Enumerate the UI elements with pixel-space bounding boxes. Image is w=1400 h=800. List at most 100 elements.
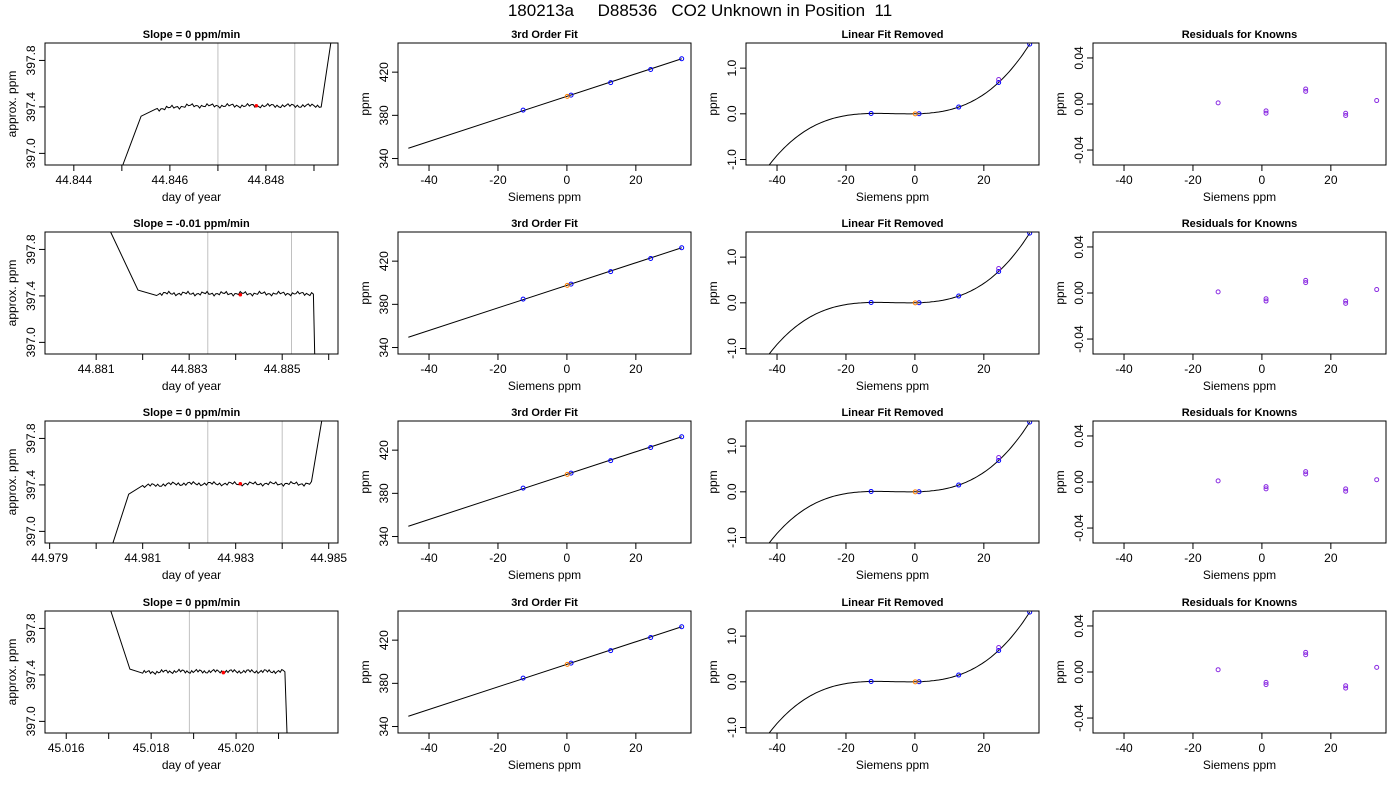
- residual-point: [1215, 289, 1221, 295]
- plot-area: [1215, 277, 1380, 306]
- y-tick-label: 420: [377, 251, 391, 271]
- panel-title: Slope = 0 ppm/min: [143, 597, 241, 609]
- y-axis-label: approx. ppm: [5, 260, 19, 327]
- x-axis-label: Siemens ppm: [508, 379, 581, 393]
- plot-frame: [745, 610, 1040, 734]
- x-axis-label: Siemens ppm: [1203, 758, 1276, 772]
- x-tick-label: 45.016: [48, 741, 85, 755]
- sample-point: [238, 481, 243, 486]
- known-point: [679, 624, 685, 630]
- x-tick-label: 20: [1324, 173, 1338, 187]
- y-axis-label: approx. ppm: [5, 639, 19, 706]
- x-axis-label: Siemens ppm: [856, 379, 929, 393]
- plot-frame: [745, 420, 1040, 544]
- x-tick-label: 44.985: [310, 551, 347, 565]
- residual-point: [1343, 113, 1349, 119]
- residual-point: [1263, 682, 1269, 688]
- y-axis-label: ppm: [1053, 470, 1067, 493]
- known-point-replicate: [996, 76, 1002, 82]
- y-tick-label: 397.4: [24, 92, 38, 122]
- y-tick-label: 420: [377, 440, 391, 460]
- y-tick-label: 0.0: [725, 673, 739, 690]
- sample-point: [221, 670, 226, 675]
- panel-r3-c4: Residuals for Knowns Siemens ppm ppm -40 -20…: [1053, 407, 1387, 582]
- residual-point: [1343, 110, 1349, 116]
- plot-area: [768, 421, 1033, 543]
- x-tick-label: 20: [629, 362, 643, 376]
- x-axis-label: Siemens ppm: [856, 568, 929, 582]
- unknown-point: [564, 282, 570, 288]
- x-tick-label: 0: [1259, 741, 1266, 755]
- y-tick-label: 0.0: [725, 294, 739, 311]
- x-tick-label: 0: [564, 551, 571, 565]
- panel-title: Linear Fit Removed: [841, 597, 943, 609]
- x-tick-label: -20: [1184, 173, 1202, 187]
- residual-point: [1303, 86, 1309, 92]
- x-tick-label: -40: [420, 741, 438, 755]
- x-tick-label: 44.885: [264, 362, 301, 376]
- known-point-replicate: [1028, 232, 1032, 233]
- plot-area: [768, 611, 1033, 733]
- y-tick-label: 380: [377, 483, 391, 503]
- plot-frame: [1092, 610, 1387, 734]
- y-axis-label: ppm: [1053, 660, 1067, 683]
- x-tick-label: -40: [768, 551, 786, 565]
- known-point: [956, 672, 962, 678]
- x-tick-label: 20: [977, 173, 991, 187]
- known-point-replicate: [1028, 421, 1032, 422]
- fit-line: [408, 436, 682, 527]
- x-tick-label: 20: [1324, 551, 1338, 565]
- known-point: [956, 482, 962, 488]
- residual-point: [1343, 685, 1349, 691]
- unknown-point: [912, 489, 918, 495]
- known-point: [679, 56, 685, 62]
- y-axis-label: ppm: [358, 660, 372, 683]
- y-axis-label: ppm: [358, 92, 372, 115]
- signal-trace: [112, 421, 323, 543]
- y-tick-label: -1.0: [725, 717, 739, 738]
- known-point-replicate: [996, 644, 1002, 650]
- fit-curve: [768, 611, 1031, 733]
- x-tick-label: -20: [837, 741, 855, 755]
- x-tick-label: -20: [489, 551, 507, 565]
- panel-r4-c2: 3rd Order Fit Siemens ppm ppm -40 -20 0 20 340 3…: [358, 597, 692, 772]
- y-tick-label: -0.04: [1072, 514, 1086, 542]
- known-point: [648, 634, 654, 640]
- x-tick-label: -20: [489, 173, 507, 187]
- y-tick-label: 0.00: [1072, 92, 1086, 116]
- x-axis-label: Siemens ppm: [1203, 190, 1276, 204]
- y-tick-label: 397.8: [24, 423, 38, 453]
- unknown-point: [564, 661, 570, 667]
- known-point: [679, 245, 685, 251]
- x-tick-label: -40: [1115, 173, 1133, 187]
- x-tick-label: 44.883: [171, 362, 208, 376]
- plot-area: [110, 611, 288, 733]
- y-axis-label: approx. ppm: [5, 449, 19, 516]
- residual-point: [1303, 471, 1309, 477]
- x-tick-label: -40: [420, 551, 438, 565]
- known-point: [648, 66, 654, 72]
- panel-title: Linear Fit Removed: [841, 407, 943, 419]
- residual-point: [1263, 486, 1269, 492]
- known-point: [868, 678, 874, 684]
- known-point: [1027, 421, 1033, 425]
- x-tick-label: 44.881: [78, 362, 115, 376]
- panel-title: 3rd Order Fit: [511, 597, 578, 609]
- x-tick-label: 0: [912, 173, 919, 187]
- x-tick-label: -20: [489, 741, 507, 755]
- x-tick-label: -20: [837, 551, 855, 565]
- residual-point: [1343, 298, 1349, 304]
- plot-area: [768, 43, 1033, 165]
- known-point: [608, 458, 614, 464]
- residual-point: [1343, 300, 1349, 306]
- x-axis-label: Siemens ppm: [856, 190, 929, 204]
- unknown-point: [912, 300, 918, 306]
- y-tick-label: -0.04: [1072, 704, 1086, 732]
- y-axis-label: ppm: [706, 470, 720, 493]
- x-tick-label: -20: [1184, 741, 1202, 755]
- known-point: [868, 299, 874, 305]
- plot-area: [122, 43, 332, 165]
- x-tick-label: -20: [837, 173, 855, 187]
- x-tick-label: 20: [977, 551, 991, 565]
- y-axis-label: ppm: [358, 281, 372, 304]
